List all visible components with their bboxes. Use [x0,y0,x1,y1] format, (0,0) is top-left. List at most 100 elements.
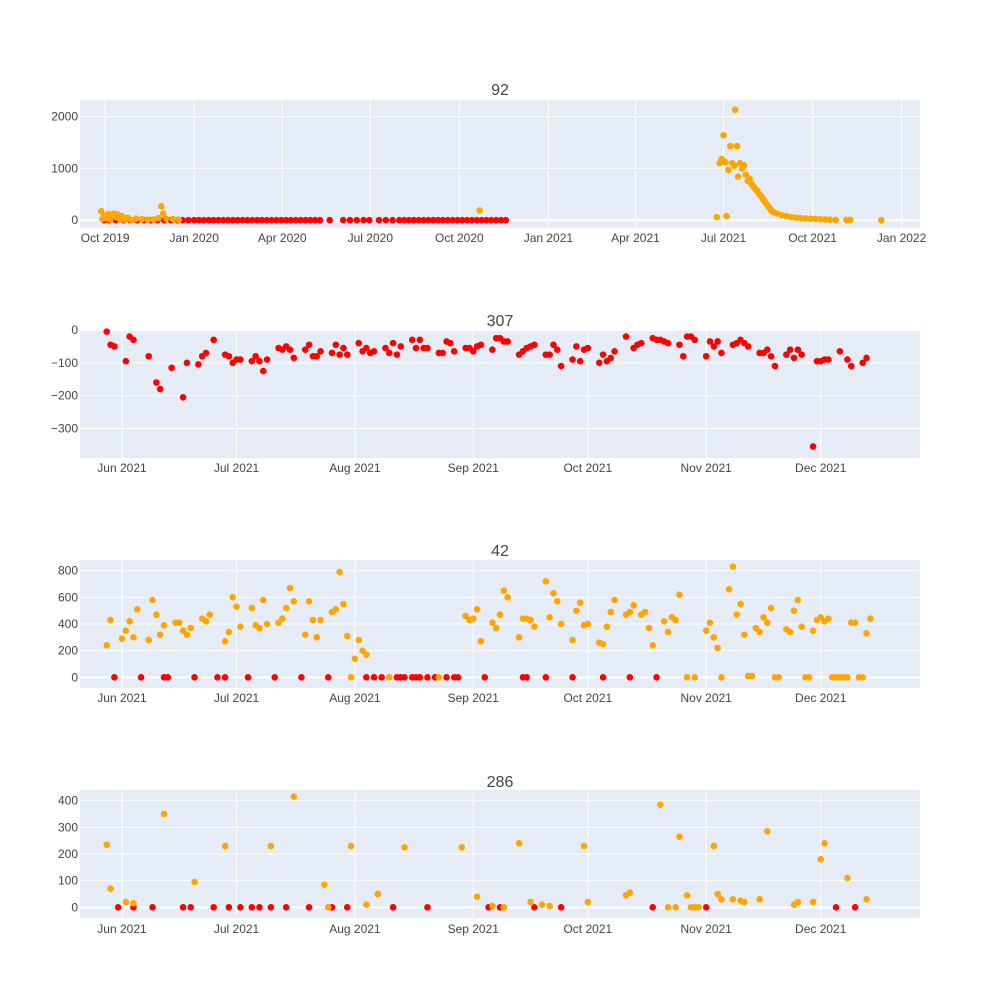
x-tick-label: Aug 2021 [329,691,381,705]
data-point [877,216,885,224]
data-point [825,356,832,363]
data-point [702,627,710,634]
data-point [382,344,389,352]
data-point [805,674,813,681]
data-point [742,171,750,178]
x-tick-label: Oct 2021 [563,461,612,475]
data-point [798,351,805,358]
x-tick-label: Jul 2021 [214,922,260,936]
data-point [221,674,229,681]
data-point [657,801,664,808]
data-point [851,619,859,626]
data-point [298,674,305,681]
data-point [710,343,718,350]
data-point [336,568,343,576]
data-point [676,341,683,349]
data-point [248,216,256,224]
data-point [531,904,538,911]
data-point [504,594,511,601]
x-tick-label: Apr 2021 [611,231,660,245]
data-point [416,674,424,681]
data-point [847,362,855,370]
data-point [844,874,851,882]
data-point [832,216,840,224]
data-point [326,216,333,224]
data-point [256,904,263,911]
data-point [691,674,699,681]
data-point [282,604,290,612]
data-point [256,357,263,365]
data-point [420,216,427,224]
data-point [458,216,466,224]
data-point [210,904,217,911]
data-point [483,216,490,224]
data-point [363,674,370,681]
data-point [763,346,771,353]
data-point [473,893,481,900]
data-point [859,359,867,367]
data-point [114,904,122,911]
data-point [672,616,679,624]
x-tick-label: Sep 2021 [448,922,500,936]
data-point [550,341,557,349]
data-point [641,608,649,616]
data-point [169,215,177,223]
data-point [155,214,162,222]
data-point [259,596,267,604]
data-point [542,674,550,681]
data-point [760,614,767,621]
data-point [607,608,615,616]
x-tick-label: Dec 2021 [795,461,847,475]
data-point [714,644,721,652]
data-point [153,611,160,618]
data-point [706,619,714,626]
data-point [664,628,672,636]
data-point [863,630,870,637]
y-tick-label: −100 [51,356,78,370]
data-point [844,674,851,681]
data-point [740,161,748,169]
data-point [477,341,485,349]
data-point [844,356,851,363]
data-point [185,216,192,224]
data-point [210,216,217,224]
data-point [725,586,733,593]
data-point [385,349,393,357]
data-point [363,344,370,352]
data-point [434,216,442,224]
data-point [450,348,458,355]
data-point [234,216,242,224]
data-point [416,336,424,344]
data-point [205,216,213,224]
data-point [202,618,210,625]
data-point [730,162,738,170]
data-point [248,604,256,612]
data-point [790,354,798,362]
data-point [458,844,466,851]
data-point [424,904,431,911]
data-point [836,348,844,355]
data-point [252,352,259,360]
data-point [122,898,130,906]
data-point [492,216,500,224]
data-point [229,594,237,601]
data-point [737,600,744,608]
data-point [215,216,222,224]
data-point [401,674,408,681]
data-point [351,655,359,662]
data-point [382,216,390,224]
data-point [706,338,714,345]
data-point [702,904,710,911]
data-point [710,842,718,850]
data-point [611,348,618,355]
y-tick-label: 200 [58,644,78,658]
data-point [279,615,286,622]
data-point [557,362,565,370]
data-point [233,603,240,610]
data-point [489,902,496,910]
data-point [825,615,832,622]
data-point [425,216,432,224]
data-point [531,623,538,630]
data-point [515,840,523,847]
